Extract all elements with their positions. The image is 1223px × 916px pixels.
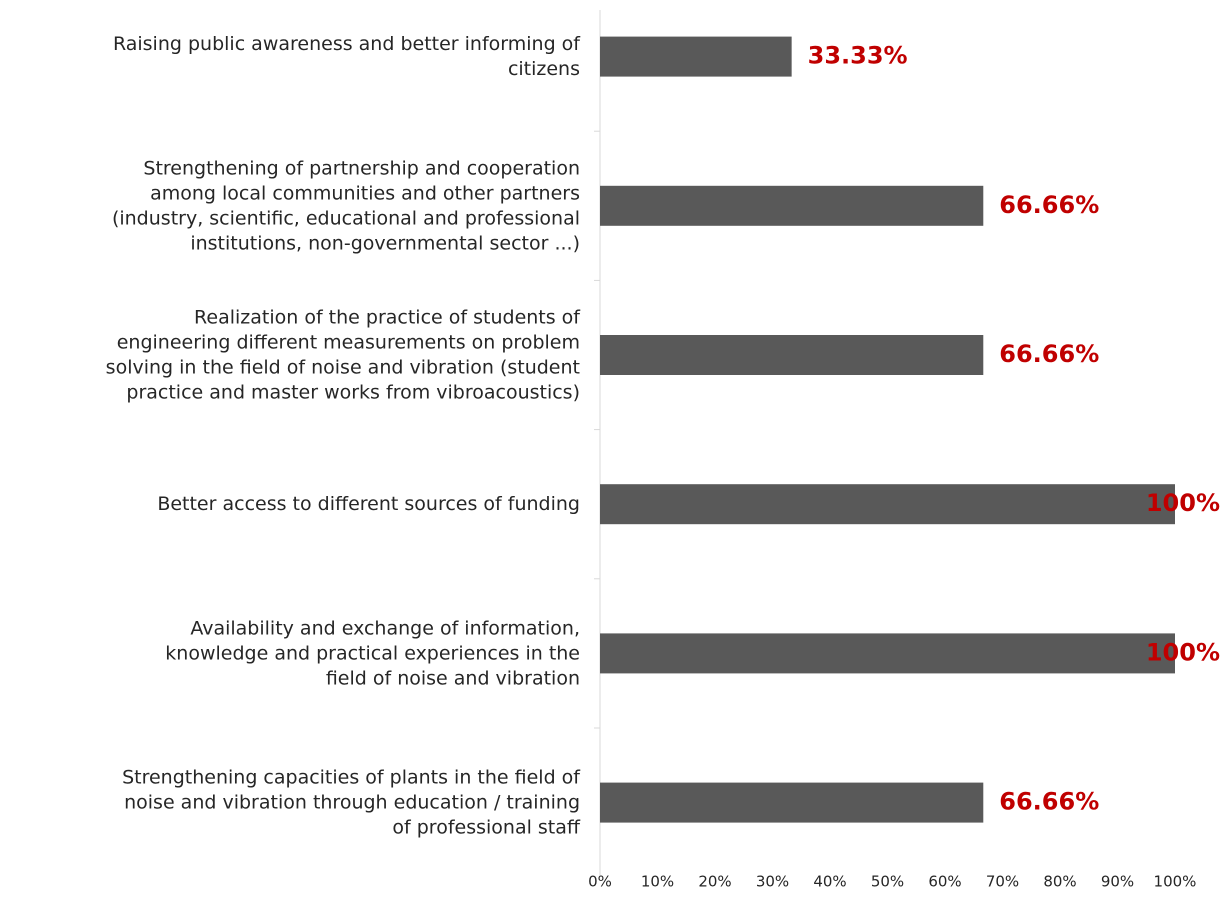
category-label-line: noise and vibration through education / … xyxy=(124,791,580,813)
data-label: 66.66% xyxy=(999,191,1099,219)
category-label-line: among local communities and other partne… xyxy=(150,182,580,204)
x-tick-label: 100% xyxy=(1154,873,1197,891)
x-tick-label: 20% xyxy=(698,873,731,891)
x-tick-label: 50% xyxy=(871,873,904,891)
x-tick-label: 10% xyxy=(641,873,674,891)
category-label-line: knowledge and practical experiences in t… xyxy=(165,642,580,664)
category-label-line: Availability and exchange of information… xyxy=(190,617,580,639)
category-label: Realization of the practice of students … xyxy=(106,306,582,403)
bar xyxy=(600,782,984,823)
category-label-line: citizens xyxy=(508,58,580,80)
x-tick-label: 90% xyxy=(1101,873,1134,891)
category-label: Availability and exchange of information… xyxy=(165,617,580,689)
x-tick-label: 80% xyxy=(1043,873,1076,891)
category-label-line: Realization of the practice of students … xyxy=(194,306,581,328)
category-label: Strengthening of partnership and coopera… xyxy=(112,157,580,254)
category-label-line: practice and master works from vibroacou… xyxy=(126,381,580,403)
category-label: Strengthening capacities of plants in th… xyxy=(122,766,581,838)
x-tick-label: 40% xyxy=(813,873,846,891)
category-label-line: Strengthening capacities of plants in th… xyxy=(122,766,581,788)
category-label-line: Better access to different sources of fu… xyxy=(157,493,580,515)
data-label: 100% xyxy=(1146,489,1220,517)
data-label: 66.66% xyxy=(999,340,1099,368)
category-label-line: Raising public awareness and better info… xyxy=(113,33,581,55)
category-label-line: Strengthening of partnership and coopera… xyxy=(143,157,580,179)
x-tick-label: 0% xyxy=(588,873,612,891)
category-label-line: of professional staff xyxy=(392,816,581,838)
bar xyxy=(600,36,792,77)
bar xyxy=(600,484,1175,525)
bar xyxy=(600,335,984,375)
category-label-line: institutions, non-governmental sector ..… xyxy=(190,232,580,254)
data-label: 66.66% xyxy=(999,788,1099,816)
category-label-line: engineering different measurements on pr… xyxy=(117,331,580,353)
category-label: Raising public awareness and better info… xyxy=(113,33,581,80)
category-label-line: (industry, scientific, educational and p… xyxy=(112,207,580,229)
x-tick-label: 60% xyxy=(928,873,961,891)
category-label-line: solving in the field of noise and vibrat… xyxy=(106,356,580,378)
bar xyxy=(600,185,984,226)
x-tick-label: 70% xyxy=(986,873,1019,891)
x-tick-label: 30% xyxy=(756,873,789,891)
category-label-line: field of noise and vibration xyxy=(326,667,580,689)
bar xyxy=(600,633,1175,674)
data-label: 33.33% xyxy=(808,42,908,70)
category-label: Better access to different sources of fu… xyxy=(157,493,580,515)
data-label: 100% xyxy=(1146,638,1220,666)
